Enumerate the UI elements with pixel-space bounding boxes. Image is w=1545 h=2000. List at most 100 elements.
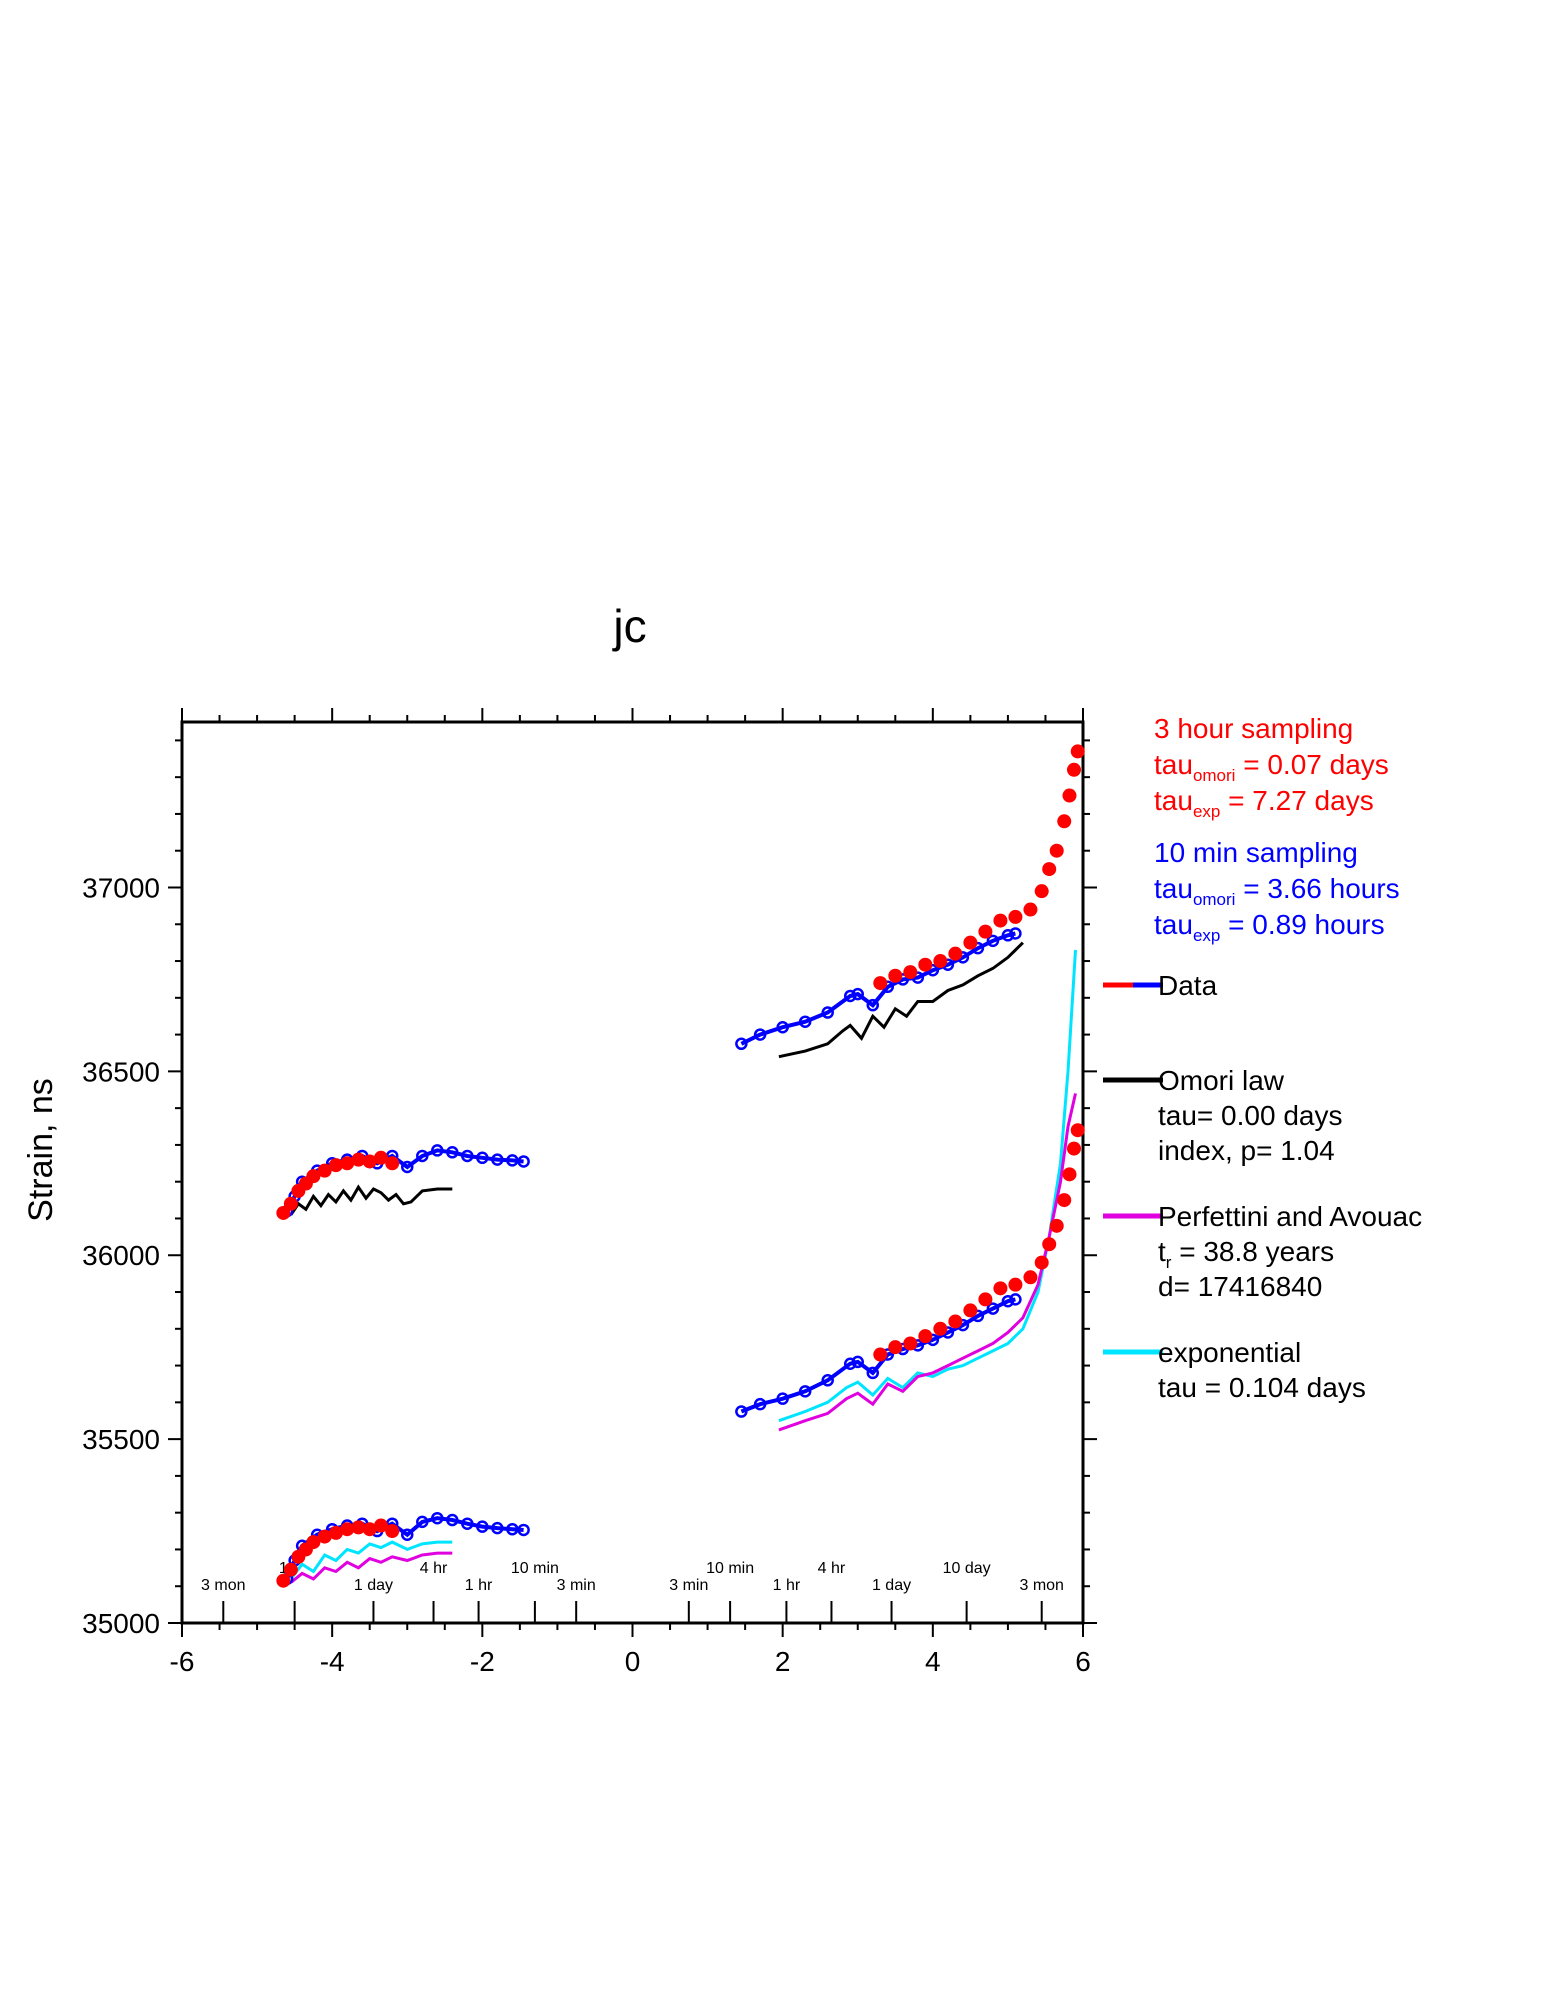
data-point bbox=[1070, 744, 1085, 759]
legend-text-main: tau = 0.104 days bbox=[1158, 1372, 1366, 1403]
legend-text-main: tau bbox=[1154, 785, 1193, 816]
time-label: 10 min bbox=[706, 1560, 754, 1577]
legend-text-subscript: exp bbox=[1193, 802, 1220, 821]
legend-text: tauomori = 3.66 hours bbox=[1154, 873, 1400, 909]
legend-entry-data: Data bbox=[1103, 970, 1218, 1001]
legend-text: tau = 0.104 days bbox=[1158, 1372, 1366, 1403]
data-point bbox=[1008, 1277, 1023, 1292]
time-label: 10 day bbox=[943, 1560, 991, 1577]
data-point bbox=[461, 1149, 474, 1163]
data-point bbox=[1034, 1255, 1049, 1270]
data-point bbox=[735, 1037, 748, 1051]
data-point bbox=[798, 1385, 812, 1398]
legend-text: Data bbox=[1158, 970, 1218, 1001]
legend-text-main: 10 min sampling bbox=[1154, 837, 1358, 868]
time-label: 4 hr bbox=[818, 1560, 846, 1577]
y-tick-label: 36000 bbox=[82, 1240, 160, 1271]
legend-text-rest: = 0.07 days bbox=[1235, 749, 1388, 780]
data-point bbox=[491, 1153, 504, 1166]
data-point bbox=[873, 1347, 888, 1362]
data-point bbox=[986, 1302, 1000, 1315]
data-point bbox=[753, 1397, 767, 1411]
data-point bbox=[328, 1525, 343, 1540]
legend-text-main: index, p= 1.04 bbox=[1158, 1135, 1335, 1166]
data-point bbox=[385, 1156, 400, 1171]
data-point bbox=[993, 1281, 1008, 1296]
data-point bbox=[776, 1392, 789, 1405]
time-label: 1 bbox=[279, 1560, 288, 1577]
data-point bbox=[461, 1517, 474, 1530]
legend-entry-omori-law: Omori law tau= 0.00 days index, p= 1.04 bbox=[1103, 1065, 1342, 1166]
legend-text: index, p= 1.04 bbox=[1158, 1135, 1335, 1166]
legend-text: tau= 0.00 days bbox=[1158, 1100, 1342, 1131]
data-point bbox=[416, 1515, 429, 1529]
data-point bbox=[798, 1015, 812, 1028]
data-point bbox=[903, 1336, 918, 1351]
time-label: 1 hr bbox=[465, 1577, 493, 1594]
series-lower-right-pa bbox=[778, 1093, 1077, 1432]
data-point bbox=[1057, 814, 1072, 829]
x-tick-label: 0 bbox=[625, 1646, 641, 1677]
legend-text-main: tau= 0.00 days bbox=[1158, 1100, 1342, 1131]
legend-text-subscript: omori bbox=[1193, 766, 1236, 785]
legend-text: tauexp = 7.27 days bbox=[1154, 785, 1374, 821]
data-point bbox=[843, 989, 857, 1003]
legend-text: 3 hour sampling bbox=[1154, 713, 1353, 744]
data-point bbox=[866, 998, 880, 1012]
data-point bbox=[1066, 762, 1081, 777]
legend-text-main: d= 17416840 bbox=[1158, 1271, 1322, 1302]
legend-text-rest: = 3.66 hours bbox=[1235, 873, 1399, 904]
data-point bbox=[431, 1511, 444, 1525]
x-axis-ticks: -6 -4 -2 0 2 4 6 bbox=[170, 708, 1091, 1677]
legend-text-subscript: exp bbox=[1193, 926, 1220, 945]
time-label: 1 day bbox=[354, 1577, 393, 1594]
data-point bbox=[1009, 927, 1022, 940]
y-axis-ticks: 35000 35500 36000 36500 37000 bbox=[82, 739, 1097, 1639]
data-point bbox=[986, 934, 1000, 948]
legend-text: d= 17416840 bbox=[1158, 1271, 1322, 1302]
data-point bbox=[373, 1150, 388, 1165]
data-point bbox=[963, 1303, 978, 1318]
data-point bbox=[735, 1405, 748, 1418]
data-point bbox=[1009, 1293, 1022, 1306]
data-point bbox=[340, 1522, 355, 1537]
time-label: 3 min bbox=[669, 1577, 708, 1594]
legend-text-main: tau bbox=[1154, 873, 1193, 904]
data-point bbox=[362, 1522, 377, 1537]
data-point bbox=[328, 1158, 343, 1173]
legend-text-main: Perfettini and Avouac bbox=[1158, 1201, 1422, 1232]
x-tick-label: -4 bbox=[320, 1646, 345, 1677]
y-axis-label: Strain, ns bbox=[22, 1078, 60, 1222]
x-tick-label: -2 bbox=[470, 1646, 495, 1677]
data-point bbox=[1049, 1218, 1064, 1233]
time-label: 1 hr bbox=[773, 1577, 801, 1594]
data-point bbox=[1034, 884, 1049, 899]
legend-text-subscript: r bbox=[1166, 1253, 1172, 1272]
legend-text-main: tau bbox=[1154, 909, 1193, 940]
data-point bbox=[1023, 1270, 1038, 1285]
y-tick-label: 35500 bbox=[82, 1424, 160, 1455]
legend-text-main: Omori law bbox=[1158, 1065, 1285, 1096]
data-point bbox=[1042, 862, 1057, 877]
x-tick-label: 4 bbox=[925, 1646, 941, 1677]
data-point bbox=[903, 965, 918, 980]
legend-sampling-block: 3 hour sampling tauomori = 0.07 days tau… bbox=[1154, 713, 1389, 821]
data-point bbox=[401, 1528, 414, 1541]
data-point bbox=[866, 1366, 880, 1380]
data-point bbox=[317, 1529, 332, 1544]
y-tick-label: 36500 bbox=[82, 1056, 160, 1087]
data-point bbox=[851, 1355, 864, 1369]
legend-entry-exponential: exponential tau = 0.104 days bbox=[1103, 1337, 1366, 1403]
data-point bbox=[1008, 909, 1023, 924]
time-label: 10 min bbox=[511, 1560, 559, 1577]
series-line-lower-right-exp bbox=[778, 949, 1077, 1423]
data-point bbox=[491, 1521, 504, 1535]
data-point bbox=[978, 924, 993, 939]
legend-sampling-block: 10 min sampling tauomori = 3.66 hours ta… bbox=[1154, 837, 1400, 945]
data-point bbox=[401, 1160, 414, 1174]
series-layer bbox=[276, 744, 1085, 1588]
series-lower-left-pa bbox=[289, 1551, 453, 1584]
